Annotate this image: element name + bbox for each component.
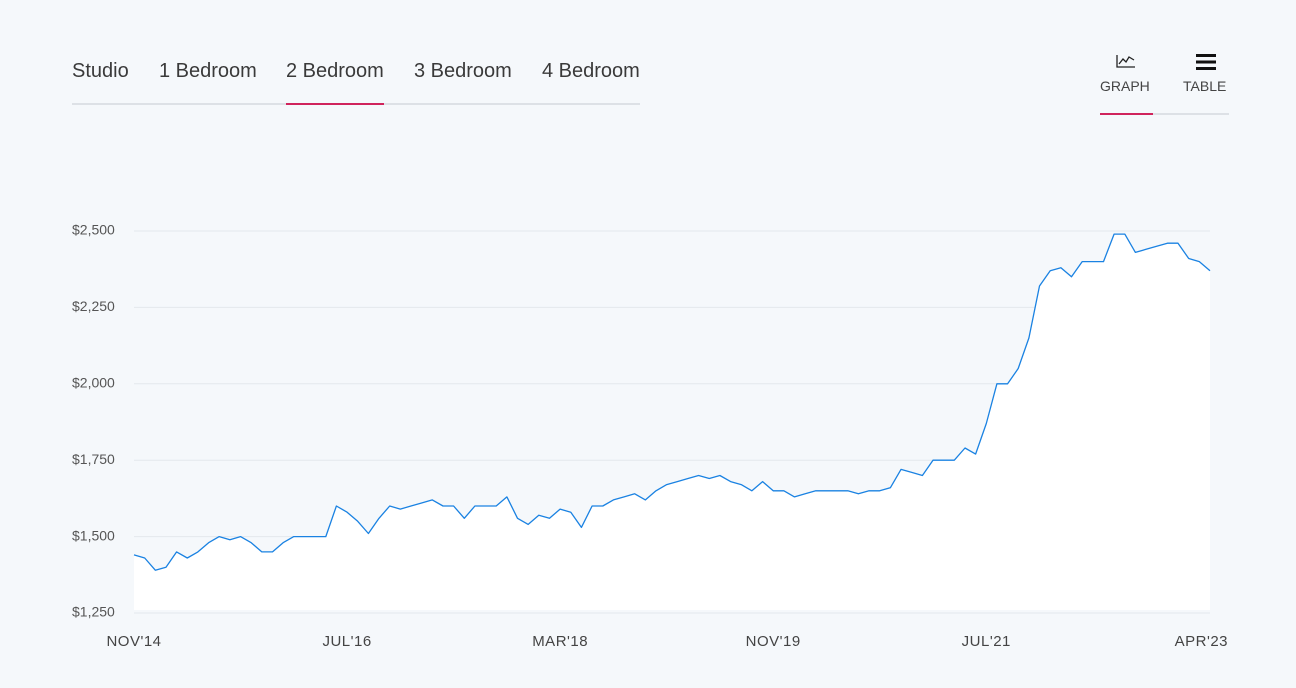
y-tick-label: $1,750: [72, 451, 115, 467]
x-tick-label: APR'23: [1175, 633, 1228, 650]
tab[interactable]: 3 Bedroom: [414, 60, 512, 82]
table-icon[interactable]: [1195, 53, 1217, 71]
graph-icon[interactable]: [1116, 53, 1136, 69]
y-tick-label: $2,500: [72, 222, 115, 238]
tab[interactable]: Studio: [72, 60, 129, 82]
x-tick-label: NOV'14: [106, 633, 161, 650]
y-tick-label: $2,250: [72, 298, 115, 314]
price-line: [133, 233, 1211, 571]
area-fill: [134, 234, 1210, 610]
graph-toggle[interactable]: GRAPH: [1100, 78, 1150, 94]
y-tick-label: $2,000: [72, 375, 115, 391]
y-tick-label: $1,500: [72, 527, 115, 543]
tab-indicator: [286, 103, 384, 105]
y-tick-label: $1,250: [72, 604, 115, 620]
tab[interactable]: 4 Bedroom: [542, 60, 640, 82]
tab[interactable]: 1 Bedroom: [159, 60, 257, 82]
x-tick-label: MAR'18: [532, 633, 588, 650]
x-tick-label: JUL'21: [962, 633, 1011, 650]
toggle-indicator: [1100, 113, 1153, 115]
x-tick-label: NOV'19: [746, 633, 801, 650]
tab-active[interactable]: 2 Bedroom: [286, 60, 384, 82]
x-tick-label: JUL'16: [322, 633, 371, 650]
toggle-divider: [1100, 113, 1229, 115]
table-toggle[interactable]: TABLE: [1183, 78, 1227, 94]
